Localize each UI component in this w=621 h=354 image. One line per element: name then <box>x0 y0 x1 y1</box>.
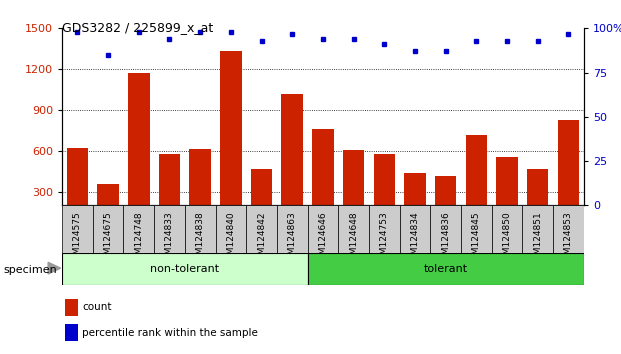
Bar <box>496 157 518 233</box>
Bar <box>307 205 338 253</box>
Bar <box>65 324 78 341</box>
Bar <box>400 205 430 253</box>
Bar <box>312 129 333 233</box>
Bar <box>62 253 307 285</box>
Text: GSM124851: GSM124851 <box>533 211 542 266</box>
Text: tolerant: tolerant <box>424 264 468 274</box>
Text: GSM124836: GSM124836 <box>441 211 450 266</box>
Text: non-tolerant: non-tolerant <box>150 264 219 274</box>
Bar <box>215 205 246 253</box>
Bar <box>461 205 492 253</box>
Text: GSM124834: GSM124834 <box>410 211 419 266</box>
Text: GDS3282 / 225899_x_at: GDS3282 / 225899_x_at <box>62 21 214 34</box>
Bar <box>251 169 272 233</box>
Bar <box>374 154 395 233</box>
Bar <box>185 205 215 253</box>
Polygon shape <box>48 262 61 274</box>
Text: GSM124838: GSM124838 <box>196 211 205 266</box>
Text: GSM124648: GSM124648 <box>349 211 358 266</box>
Text: GSM124748: GSM124748 <box>134 211 143 266</box>
Bar <box>154 205 185 253</box>
Text: GSM124840: GSM124840 <box>227 211 235 266</box>
Bar <box>62 205 93 253</box>
Bar <box>369 205 400 253</box>
Bar <box>128 73 150 233</box>
Bar <box>553 205 584 253</box>
Bar <box>246 205 277 253</box>
Text: GSM124675: GSM124675 <box>104 211 112 266</box>
Text: GSM124863: GSM124863 <box>288 211 297 266</box>
Bar <box>65 299 78 316</box>
Text: GSM124850: GSM124850 <box>502 211 512 266</box>
Bar <box>492 205 522 253</box>
Bar <box>124 205 154 253</box>
Text: percentile rank within the sample: percentile rank within the sample <box>82 328 258 338</box>
Bar <box>338 205 369 253</box>
Bar <box>281 94 303 233</box>
Bar <box>466 135 487 233</box>
Text: GSM124575: GSM124575 <box>73 211 82 266</box>
Text: GSM124833: GSM124833 <box>165 211 174 266</box>
Bar <box>522 205 553 253</box>
Bar <box>189 149 211 233</box>
Text: count: count <box>82 302 111 312</box>
Bar <box>430 205 461 253</box>
Bar <box>435 176 456 233</box>
Bar <box>220 51 242 233</box>
Bar <box>527 169 548 233</box>
Text: GSM124842: GSM124842 <box>257 211 266 266</box>
Bar <box>404 173 426 233</box>
Text: specimen: specimen <box>3 265 57 275</box>
Text: GSM124853: GSM124853 <box>564 211 573 266</box>
Bar <box>93 205 124 253</box>
Bar <box>558 120 579 233</box>
Text: GSM124753: GSM124753 <box>380 211 389 266</box>
Bar <box>66 148 88 233</box>
Text: GSM124845: GSM124845 <box>472 211 481 266</box>
Text: GSM124646: GSM124646 <box>319 211 327 266</box>
Bar <box>159 154 180 233</box>
Bar <box>307 253 584 285</box>
Bar <box>277 205 307 253</box>
Bar <box>97 184 119 233</box>
Bar <box>343 150 365 233</box>
